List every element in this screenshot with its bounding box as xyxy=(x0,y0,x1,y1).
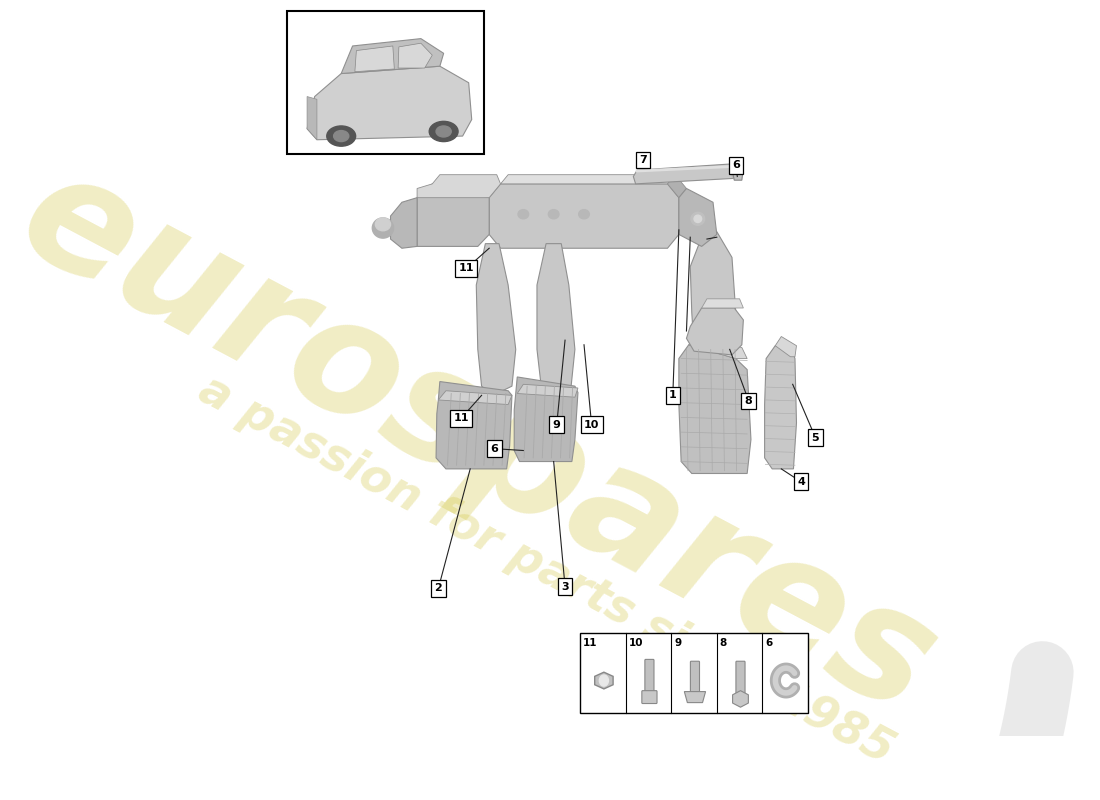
Polygon shape xyxy=(702,299,744,308)
Polygon shape xyxy=(307,97,317,140)
Text: 3: 3 xyxy=(561,582,569,591)
Ellipse shape xyxy=(436,126,451,137)
Polygon shape xyxy=(733,160,744,180)
Text: 9: 9 xyxy=(553,420,561,430)
FancyBboxPatch shape xyxy=(736,662,745,694)
Text: 1: 1 xyxy=(669,390,676,400)
Polygon shape xyxy=(668,174,686,198)
Polygon shape xyxy=(679,189,717,246)
Polygon shape xyxy=(341,38,443,74)
Polygon shape xyxy=(307,66,472,140)
FancyBboxPatch shape xyxy=(691,662,700,694)
Text: 7: 7 xyxy=(639,155,647,165)
Polygon shape xyxy=(417,184,490,246)
Polygon shape xyxy=(438,390,512,405)
Polygon shape xyxy=(490,184,679,248)
Polygon shape xyxy=(686,308,744,355)
Ellipse shape xyxy=(549,210,559,219)
Text: 6: 6 xyxy=(491,444,498,454)
Polygon shape xyxy=(733,690,748,707)
Text: eurospares: eurospares xyxy=(0,136,960,747)
Polygon shape xyxy=(684,691,705,702)
Polygon shape xyxy=(476,244,516,395)
Bar xyxy=(287,11,484,154)
Ellipse shape xyxy=(429,122,458,142)
FancyBboxPatch shape xyxy=(645,659,654,694)
Polygon shape xyxy=(398,43,432,68)
Text: 8: 8 xyxy=(745,396,752,406)
Text: 11: 11 xyxy=(453,414,469,423)
Ellipse shape xyxy=(694,215,702,222)
Ellipse shape xyxy=(375,218,390,230)
Circle shape xyxy=(600,675,608,686)
Text: 2: 2 xyxy=(434,583,442,594)
Ellipse shape xyxy=(691,212,705,226)
Text: 10: 10 xyxy=(629,638,644,648)
Text: 11: 11 xyxy=(459,263,474,274)
Polygon shape xyxy=(417,174,500,198)
Polygon shape xyxy=(390,198,417,248)
Ellipse shape xyxy=(372,218,394,238)
Bar xyxy=(580,633,807,713)
Text: 8: 8 xyxy=(719,638,727,648)
FancyBboxPatch shape xyxy=(641,690,657,703)
Polygon shape xyxy=(679,345,751,474)
Polygon shape xyxy=(514,377,578,462)
Text: 6: 6 xyxy=(732,161,739,170)
Polygon shape xyxy=(776,337,796,357)
Text: 11: 11 xyxy=(583,638,597,648)
Polygon shape xyxy=(436,382,512,469)
Text: 9: 9 xyxy=(674,638,681,648)
Polygon shape xyxy=(691,232,736,358)
Text: 5: 5 xyxy=(812,433,820,442)
Polygon shape xyxy=(355,46,394,72)
Text: 4: 4 xyxy=(798,477,805,486)
Polygon shape xyxy=(689,335,747,358)
Ellipse shape xyxy=(579,210,590,219)
Polygon shape xyxy=(595,672,613,689)
Ellipse shape xyxy=(518,210,529,219)
Polygon shape xyxy=(537,244,575,394)
Polygon shape xyxy=(517,384,578,397)
Ellipse shape xyxy=(327,126,355,146)
Ellipse shape xyxy=(732,162,740,179)
Polygon shape xyxy=(634,164,737,184)
Ellipse shape xyxy=(333,130,349,142)
Text: 10: 10 xyxy=(584,420,600,430)
Polygon shape xyxy=(764,346,796,469)
Text: 6: 6 xyxy=(766,638,772,648)
Text: a passion for parts since 1985: a passion for parts since 1985 xyxy=(191,367,901,773)
Polygon shape xyxy=(500,174,675,184)
